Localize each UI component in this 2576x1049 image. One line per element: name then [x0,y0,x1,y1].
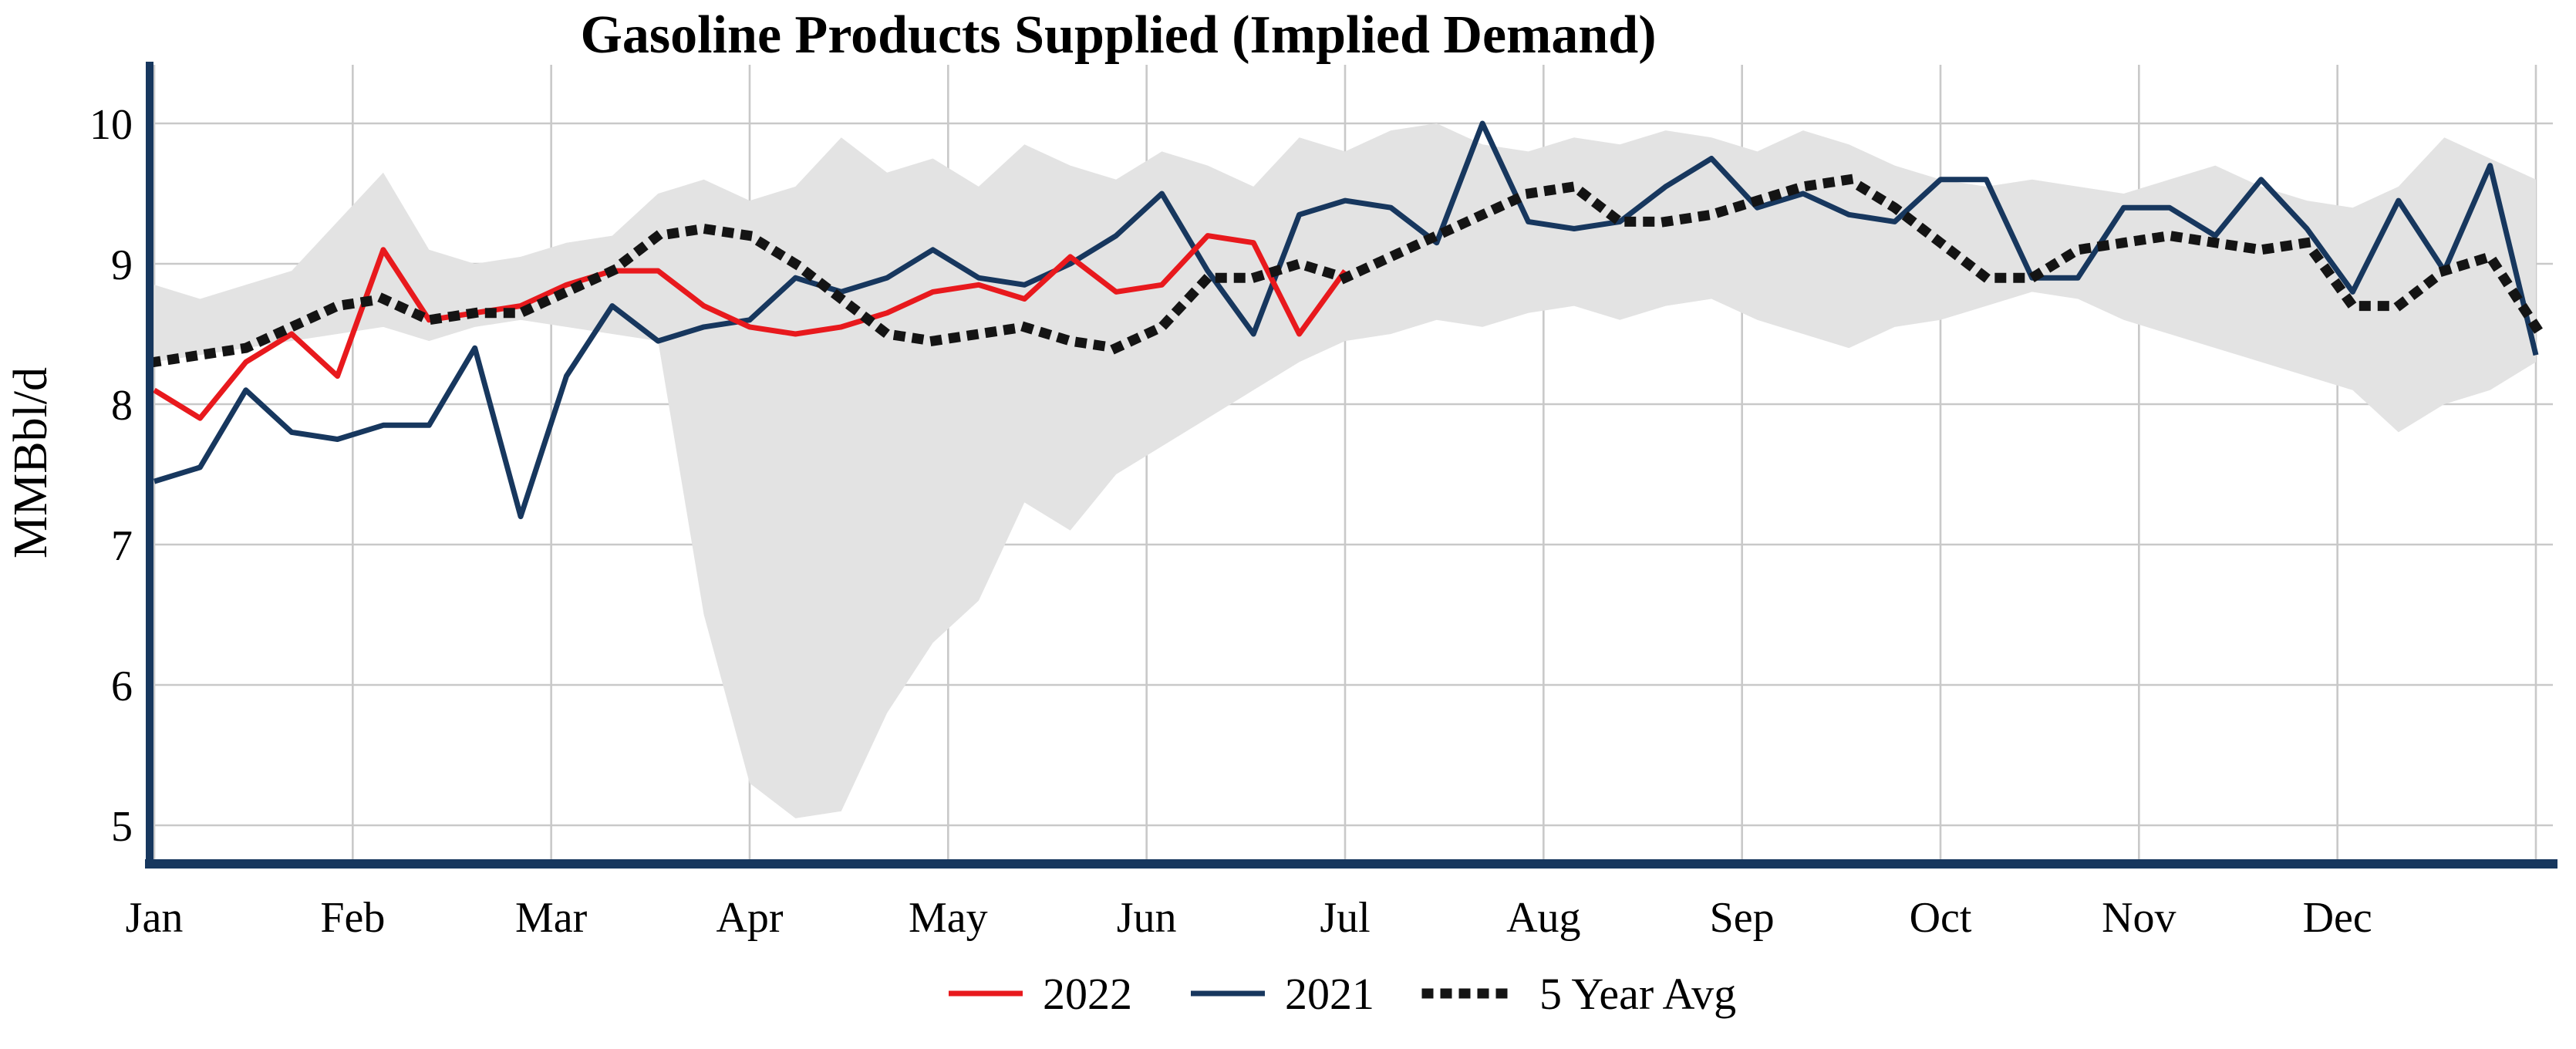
x-tick-label: Sep [1710,894,1775,942]
x-tick-label: Apr [716,894,783,942]
chart-title: Gasoline Products Supplied (Implied Dema… [580,5,1656,65]
x-tick-label: Jul [1320,894,1370,942]
five-year-range-band [154,123,2536,818]
y-tick-labels: 5 6 7 8 9 10 [89,101,133,851]
y-tick-label: 10 [89,101,133,149]
x-tick-label: Dec [2303,894,2372,942]
x-tick-label: May [909,894,988,942]
x-tick-label: Feb [320,894,385,942]
series-2022-line [153,233,1347,421]
x-tick-label: Jun [1117,894,1177,942]
y-tick-label: 5 [111,803,133,851]
legend-label-2022: 2022 [1043,969,1132,1019]
y-tick-label: 9 [111,241,133,289]
y-tick-label: 6 [111,663,133,710]
legend: 2022 2021 5 Year Avg [949,969,1736,1019]
y-axis-label: MMBbl/d [5,367,57,558]
x-tick-label: Jan [126,894,184,942]
x-tick-label: Mar [515,894,588,942]
series-5yr-avg-line [148,174,2543,368]
x-tick-label: Nov [2102,894,2176,942]
legend-label-2021: 2021 [1285,969,1374,1019]
x-tick-label: Oct [1910,894,1972,942]
series-2021-line [153,120,2539,520]
x-tick-labels: Jan Feb Mar Apr May Jun Jul Aug Sep Oct Nov Dec [126,894,2372,942]
y-tick-label: 7 [111,522,133,570]
legend-label-5yr-avg: 5 Year Avg [1539,969,1736,1019]
x-tick-label: Aug [1506,894,1580,942]
y-tick-label: 8 [111,382,133,430]
